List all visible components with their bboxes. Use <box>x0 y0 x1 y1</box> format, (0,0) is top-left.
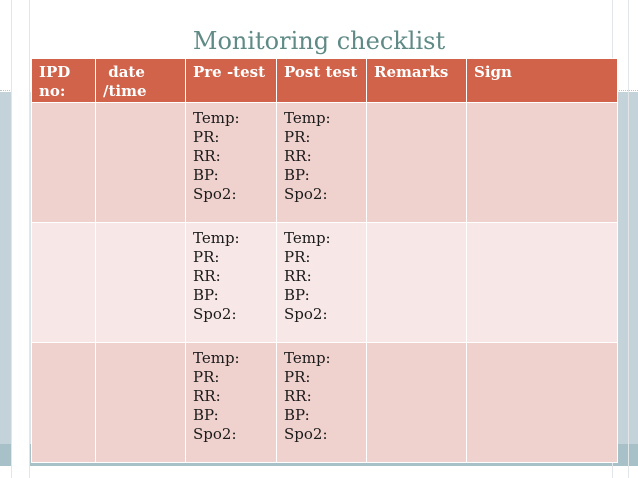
post-test-cell: Temp: PR: RR: BP: Spo2: <box>276 102 367 223</box>
header-post-test: Post test <box>276 58 367 103</box>
vital-label: Spo2: <box>284 425 328 443</box>
slide-title: Monitoring checklist <box>192 27 446 55</box>
sign-cell <box>466 222 618 343</box>
vital-label: BP: <box>193 166 219 184</box>
left-vertical-stripe <box>11 0 30 478</box>
vital-label: Spo2: <box>193 305 237 323</box>
header-ipd-no: IPD no: <box>31 58 96 103</box>
vital-label: RR: <box>284 147 312 165</box>
vital-label: RR: <box>193 387 221 405</box>
header-row: IPD no: date/time Pre -test Post test Rem… <box>31 58 618 103</box>
vital-label: RR: <box>284 387 312 405</box>
sign-cell <box>466 102 618 223</box>
vital-label: Temp: <box>284 229 331 247</box>
vital-label: Spo2: <box>193 425 237 443</box>
header-ipd-line1: IPD <box>39 63 71 81</box>
header-date-line2: /time <box>103 82 147 100</box>
monitoring-checklist-table: IPD no: date/time Pre -test Post test Rem… <box>31 58 618 463</box>
vital-label: BP: <box>193 406 219 424</box>
table-row: Temp: PR: RR: BP: Spo2: Temp: PR: RR: BP: Spo2: <box>31 342 618 463</box>
vital-label: PR: <box>284 368 311 386</box>
vital-label: RR: <box>193 267 221 285</box>
header-date-line1: date <box>103 63 145 81</box>
vital-label: Temp: <box>193 109 240 127</box>
remarks-cell <box>366 342 467 463</box>
ipd-cell <box>31 222 96 343</box>
vital-label: PR: <box>193 248 220 266</box>
ipd-cell <box>31 342 96 463</box>
table-row: Temp: PR: RR: BP: Spo2: Temp: PR: RR: BP: Spo2: <box>31 102 618 223</box>
pre-test-cell: Temp: PR: RR: BP: Spo2: <box>185 222 277 343</box>
vital-label: PR: <box>284 128 311 146</box>
vital-label: BP: <box>193 286 219 304</box>
header-remarks: Remarks <box>366 58 467 103</box>
datetime-cell <box>95 222 186 343</box>
table-row: Temp: PR: RR: BP: Spo2: Temp: PR: RR: BP: Spo2: <box>31 222 618 343</box>
post-test-cell: Temp: PR: RR: BP: Spo2: <box>276 222 367 343</box>
ipd-cell <box>31 102 96 223</box>
vital-label: PR: <box>284 248 311 266</box>
header-date-time: date/time <box>95 58 186 103</box>
vital-label: RR: <box>193 147 221 165</box>
datetime-cell <box>95 102 186 223</box>
vital-label: Temp: <box>284 349 331 367</box>
vital-label: Temp: <box>193 349 240 367</box>
pre-test-cell: Temp: PR: RR: BP: Spo2: <box>185 102 277 223</box>
remarks-cell <box>366 222 467 343</box>
pre-test-cell: Temp: PR: RR: BP: Spo2: <box>185 342 277 463</box>
vital-label: BP: <box>284 286 310 304</box>
vital-label: Temp: <box>193 229 240 247</box>
vital-label: Spo2: <box>284 305 328 323</box>
vital-label: RR: <box>284 267 312 285</box>
vital-label: Spo2: <box>193 185 237 203</box>
vital-label: Spo2: <box>284 185 328 203</box>
header-pre-test: Pre -test <box>185 58 277 103</box>
vital-label: PR: <box>193 128 220 146</box>
header-sign: Sign <box>466 58 618 103</box>
datetime-cell <box>95 342 186 463</box>
sign-cell <box>466 342 618 463</box>
vital-label: BP: <box>284 166 310 184</box>
post-test-cell: Temp: PR: RR: BP: Spo2: <box>276 342 367 463</box>
remarks-cell <box>366 102 467 223</box>
vital-label: Temp: <box>284 109 331 127</box>
vital-label: PR: <box>193 368 220 386</box>
header-ipd-line2: no: <box>39 82 66 100</box>
vital-label: BP: <box>284 406 310 424</box>
